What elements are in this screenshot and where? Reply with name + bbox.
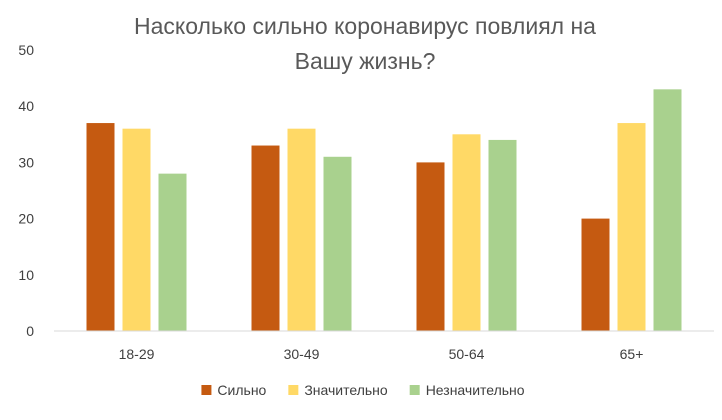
x-axis: 18-29 30-49 50-64 65+ (119, 346, 644, 362)
legend-label: Сильно (217, 382, 266, 398)
y-tick-label: 30 (18, 154, 34, 170)
bar-65+-Значительно (617, 123, 646, 331)
y-axis: 0 10 20 30 40 50 (18, 42, 34, 339)
bar-50-64-Сильно (416, 162, 445, 331)
y-tick-label: 0 (26, 323, 34, 339)
bar-30-49-Незначительно (323, 156, 352, 331)
legend: Сильно Значительно Незначительно (201, 382, 525, 398)
bar-65+-Сильно (581, 218, 610, 331)
y-tick-label: 20 (18, 211, 34, 227)
legend-label: Значительно (304, 382, 388, 398)
bars (86, 89, 682, 331)
legend-swatch-Сильно (201, 385, 212, 395)
x-tick-label: 50-64 (449, 346, 485, 362)
bar-18-29-Значительно (122, 128, 151, 331)
legend-swatch-Незначительно (409, 385, 420, 395)
bar-65+-Незначительно (653, 89, 682, 331)
legend-label: Незначительно (426, 382, 525, 398)
x-tick-label: 18-29 (119, 346, 155, 362)
bar-30-49-Сильно (251, 145, 280, 331)
x-tick-label: 65+ (620, 346, 644, 362)
bar-18-29-Сильно (86, 123, 115, 331)
bar-18-29-Незначительно (158, 173, 187, 331)
x-tick-label: 30-49 (284, 346, 320, 362)
legend-swatch-Значительно (288, 385, 299, 395)
chart-title-line-2: Вашу жизнь? (295, 48, 436, 74)
y-tick-label: 50 (18, 42, 34, 58)
chart-title-line-1: Насколько сильно коронавирус повлиял на (134, 13, 596, 39)
y-tick-label: 10 (18, 267, 34, 283)
bar-30-49-Значительно (287, 128, 316, 331)
bar-50-64-Незначительно (488, 139, 517, 331)
bar-50-64-Значительно (452, 134, 481, 331)
y-tick-label: 40 (18, 98, 34, 114)
